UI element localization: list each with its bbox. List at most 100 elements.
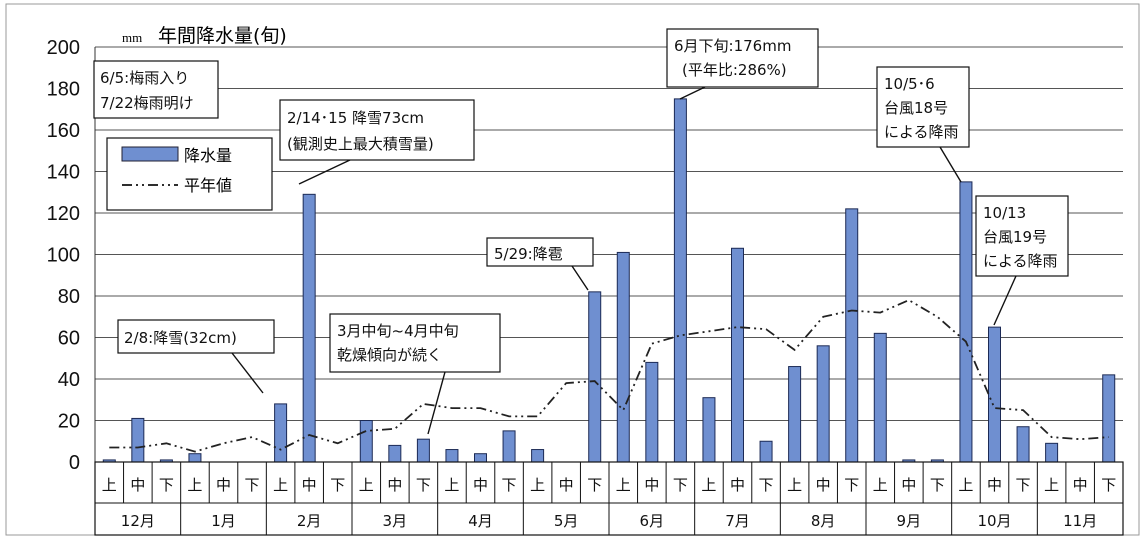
annotation-line: 7/22梅雨明け <box>100 94 194 112</box>
annotation-line: による降雨 <box>884 123 959 141</box>
bar <box>673 98 687 463</box>
annotation-line: 10/13 <box>983 204 1026 222</box>
x-tick-label: 下 <box>159 476 174 494</box>
x-tick-label: 上 <box>701 476 716 494</box>
x-tick-label: 上 <box>530 476 545 494</box>
y-tick-label: 160 <box>47 120 80 142</box>
x-tick-label: 中 <box>901 476 916 494</box>
annotation-line: 台風19号 <box>983 228 1047 246</box>
x-tick-label: 中 <box>730 476 745 494</box>
x-tick-label: 上 <box>187 476 202 494</box>
y-tick-label: 120 <box>47 203 80 225</box>
bar <box>788 366 802 463</box>
x-tick-label: 上 <box>102 476 117 494</box>
x-tick-label: 中 <box>216 476 231 494</box>
x-tick-label: 上 <box>444 476 459 494</box>
bar <box>759 440 773 463</box>
annotation-line: (平年比:286%) <box>682 61 787 79</box>
annotation-june-late: 6月下旬:176mm (平年比:286%) <box>666 28 819 100</box>
annotation-line: 3月中旬~4月中旬 <box>337 322 459 340</box>
month-label: 4月 <box>468 512 493 530</box>
annotation-line: 台風18号 <box>884 99 948 117</box>
bar <box>359 420 373 463</box>
x-tick-label: 下 <box>502 476 517 494</box>
y-tick-label: 60 <box>58 328 80 350</box>
bar <box>416 438 430 463</box>
bar <box>502 430 516 463</box>
annotation-dry: 3月中旬~4月中旬 乾燥傾向が続く <box>329 313 501 435</box>
month-label: 9月 <box>897 512 922 530</box>
x-tick-label: 上 <box>958 476 973 494</box>
legend-label-rainfall: 降水量 <box>184 146 232 165</box>
annotation-line: 5/29:降雹 <box>494 245 563 263</box>
bar <box>131 417 145 463</box>
x-tick-label: 中 <box>644 476 659 494</box>
bar <box>302 193 316 463</box>
x-tick-label: 上 <box>787 476 802 494</box>
annotation-snow-2-8: 2/8:降雪(32cm) <box>117 319 275 394</box>
x-tick-label: 中 <box>387 476 402 494</box>
annotation-line: 乾燥傾向が続く <box>337 346 442 364</box>
y-tick-label: 100 <box>47 245 80 267</box>
x-tick-label: 上 <box>616 476 631 494</box>
x-tick-label: 下 <box>930 476 945 494</box>
bar <box>845 208 859 463</box>
bar <box>988 326 1001 463</box>
x-tick-label: 下 <box>1016 476 1031 494</box>
legend-bar-swatch <box>121 146 179 162</box>
bar <box>274 403 288 463</box>
x-tick-label: 中 <box>1073 476 1088 494</box>
x-tick-label: 下 <box>416 476 431 494</box>
y-tick-label: 200 <box>47 37 80 59</box>
x-tick-label: 下 <box>245 476 260 494</box>
bar <box>188 453 202 463</box>
y-tick-label: 80 <box>58 286 80 308</box>
annotation-hail: 5/29:降雹 <box>486 237 594 291</box>
annotation-typhoon19: 10/13 台風19号 による降雨 <box>975 195 1069 326</box>
bar <box>1102 374 1116 463</box>
month-label: 2月 <box>297 512 322 530</box>
annotation-typhoon18: 10/5･6 台風18号 による降雨 <box>876 66 970 183</box>
x-tick-label: 下 <box>330 476 345 494</box>
x-tick-label: 中 <box>987 476 1002 494</box>
bar <box>1016 426 1030 463</box>
x-tick-label: 中 <box>302 476 317 494</box>
bar <box>616 251 630 463</box>
annotation-line: 6/5:梅雨入り <box>100 69 189 87</box>
annotation-line: 2/8:降雪(32cm) <box>124 329 237 347</box>
x-tick-label: 中 <box>559 476 574 494</box>
x-tick-label: 下 <box>759 476 774 494</box>
bar <box>816 345 830 463</box>
bar <box>474 453 487 463</box>
month-label: 7月 <box>725 512 750 530</box>
legend-label-normal: 平年値 <box>184 176 232 195</box>
legend: 降水量 平年値 <box>106 137 273 211</box>
x-tick-label: 上 <box>273 476 288 494</box>
y-tick-label: 0 <box>69 452 80 474</box>
annotation-line: 2/14･15 降雪73cm <box>287 109 424 127</box>
x-tick-label: 中 <box>130 476 145 494</box>
y-tick-label: 20 <box>58 411 80 433</box>
bar <box>1045 442 1059 463</box>
y-tick-label: 40 <box>58 369 80 391</box>
bar <box>702 397 716 463</box>
x-tick-label: 上 <box>359 476 374 494</box>
x-tick-label: 下 <box>1101 476 1116 494</box>
x-tick-label: 中 <box>816 476 831 494</box>
month-label: 8月 <box>811 512 836 530</box>
x-tick-label: 下 <box>587 476 602 494</box>
annotation-line: による降雨 <box>983 252 1058 270</box>
bar <box>445 449 459 463</box>
x-tick-label: 下 <box>844 476 859 494</box>
month-label: 5月 <box>554 512 579 530</box>
annotation-snow-2-14: 2/14･15 降雪73cm (観測史上最大積雪量) <box>279 99 475 185</box>
annotation-tsuyu: 6/5:梅雨入り 7/22梅雨明け <box>93 60 219 119</box>
bar <box>388 444 402 463</box>
month-label: 1月 <box>211 512 236 530</box>
bar <box>645 361 659 463</box>
annotation-line: (観測史上最大積雪量) <box>287 135 434 153</box>
unit-label: mm <box>122 30 142 45</box>
y-tick-label: 140 <box>47 162 80 184</box>
month-label: 12月 <box>121 512 155 530</box>
